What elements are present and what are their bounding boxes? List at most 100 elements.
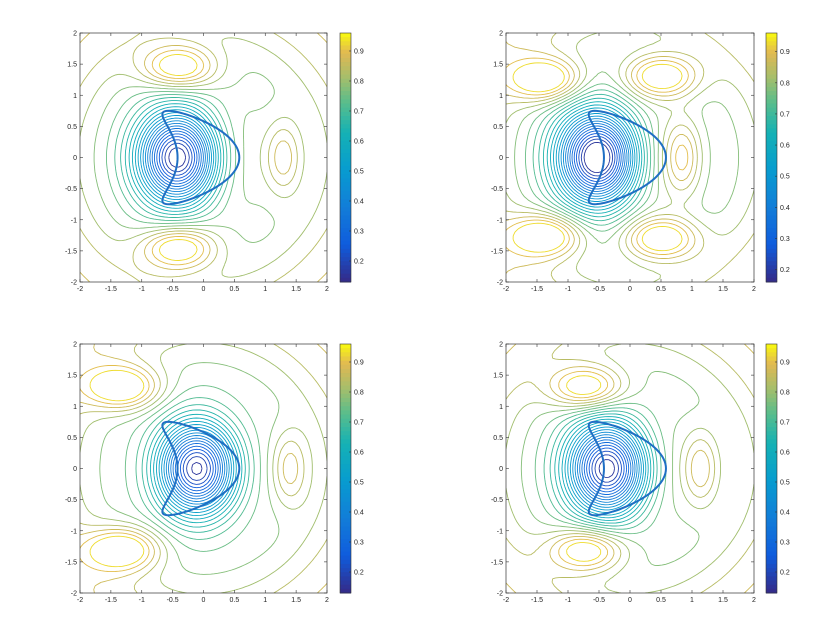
x-tick-label: 0 (202, 597, 206, 604)
contour-level-line (174, 442, 219, 495)
colorbar-strip (766, 489, 777, 494)
contour-level-line (575, 133, 618, 182)
colorbar-strip (766, 174, 777, 179)
colorbar-strip (340, 199, 351, 204)
contour-level-line (156, 133, 198, 182)
contour-level-line (164, 142, 190, 173)
colorbar-tick-label: 0.5 (780, 174, 790, 181)
contour-level-line (579, 436, 634, 501)
colorbar-strip (766, 563, 777, 569)
colorbar-strip (766, 522, 777, 528)
colorbar-strip (766, 406, 777, 411)
colorbar-strip (766, 257, 777, 262)
colorbar-strip (766, 53, 777, 59)
colorbar-strip (766, 49, 777, 55)
x-tick-label: 2 (325, 286, 329, 293)
y-tick-label: -1 (71, 528, 77, 535)
y-tick-label: -1 (497, 217, 503, 224)
contour-level-line (506, 344, 754, 593)
colorbar-strip (340, 551, 351, 557)
colorbar-strip (340, 215, 351, 221)
colorbar-strip (340, 277, 351, 283)
colorbar-strip (340, 497, 351, 503)
colorbar-strip (340, 219, 351, 225)
contour-level-line (135, 397, 255, 540)
colorbar-frame (339, 343, 352, 594)
contour-level-line (569, 125, 624, 190)
contour-level-line (552, 107, 638, 208)
contour-level-line (149, 413, 243, 524)
contour-level-line (89, 369, 145, 568)
y-tick-label: -1.5 (491, 248, 503, 255)
colorbar-strip (766, 207, 777, 212)
y-tick-label: 0.5 (67, 124, 77, 131)
colorbar-strip (766, 547, 777, 552)
contour-panel-bottom-left: -2 -1.5 -1 -0.5 0 0.5 1 1.5 2 -2 -1.5 -1 -0.5 0 0.5 1 1.… (65, 342, 364, 605)
colorbar-strip (340, 368, 351, 374)
colorbar-strip (340, 447, 351, 453)
colorbar-tick-label: 0.3 (354, 229, 364, 236)
colorbar-strip (766, 468, 777, 474)
colorbar-strip (766, 393, 777, 399)
colorbar-tick-label: 0.7 (780, 111, 790, 118)
contour-level-line (538, 93, 648, 222)
colorbar-strip (766, 157, 777, 163)
contour-level-line (182, 452, 211, 485)
colorbar-strip (766, 518, 777, 523)
colorbar-strip (766, 377, 777, 382)
colorbar-strip (766, 397, 777, 403)
contour-level-line (506, 57, 689, 258)
colorbar-tick-label: 0.3 (780, 236, 790, 243)
colorbar-strip (766, 385, 777, 391)
colorbar-strip (766, 451, 777, 457)
colorbar-strip (766, 194, 777, 200)
colorbar-tick-label: 0.7 (354, 109, 364, 116)
colorbar-strip (766, 418, 777, 424)
contour-level-line (179, 448, 214, 489)
x-tick-label: -1 (565, 597, 571, 604)
colorbar-tick-label: 0.9 (354, 49, 364, 56)
colorbar-strip (766, 215, 777, 221)
x-tick-label: -0.5 (593, 597, 605, 604)
colorbar-tick-label: 0.9 (354, 360, 364, 367)
colorbar-strip (340, 385, 351, 391)
colorbar-strip (766, 70, 777, 75)
contour-level-line (532, 89, 652, 226)
contour-level-line (120, 97, 228, 218)
contour-level-line (124, 385, 261, 552)
colorbar-tick-label: 0.6 (354, 450, 364, 457)
colorbar-strip (340, 493, 351, 499)
x-tick-label: -2 (503, 597, 509, 604)
kite-obstacle-boundary (587, 109, 667, 206)
colorbar-strip (340, 265, 351, 271)
contour-level-line (191, 461, 203, 476)
colorbar-strip (340, 397, 351, 403)
colorbar-strip (766, 456, 777, 461)
contour-panel-top-right: -2 -1.5 -1 -0.5 0 0.5 1 1.5 2 -2 -1.5 -1 -0.5 0 0.5 1 1.… (491, 31, 790, 294)
colorbar-strip (340, 116, 351, 121)
colorbar-strip (766, 410, 777, 416)
colorbar-tick-label: 0.6 (354, 139, 364, 146)
colorbar-strip (340, 45, 351, 51)
colorbar-strip (766, 99, 777, 105)
colorbar-strip (340, 86, 351, 92)
y-tick-label: -0.5 (65, 186, 77, 193)
colorbar-strip (340, 427, 351, 432)
colorbar-frame (339, 32, 352, 283)
colorbar-strip (766, 497, 777, 503)
colorbar-strip (340, 95, 351, 100)
colorbar-strip (340, 472, 351, 478)
colorbar-strip (766, 232, 777, 237)
y-tick-label: 1.5 (67, 62, 77, 69)
colorbar-strip (766, 45, 777, 51)
colorbar-strip (340, 435, 351, 440)
y-tick-label: 1 (499, 404, 503, 411)
contour-level-line (554, 413, 655, 524)
axes-box (505, 343, 755, 594)
colorbar-tick-label: 0.6 (780, 450, 790, 457)
colorbar-strip (340, 584, 351, 590)
x-tick-label: 2 (752, 597, 756, 604)
colorbar-tick-label: 0.8 (354, 79, 364, 86)
colorbar-strip (340, 190, 351, 196)
colorbar-strip (340, 563, 351, 569)
